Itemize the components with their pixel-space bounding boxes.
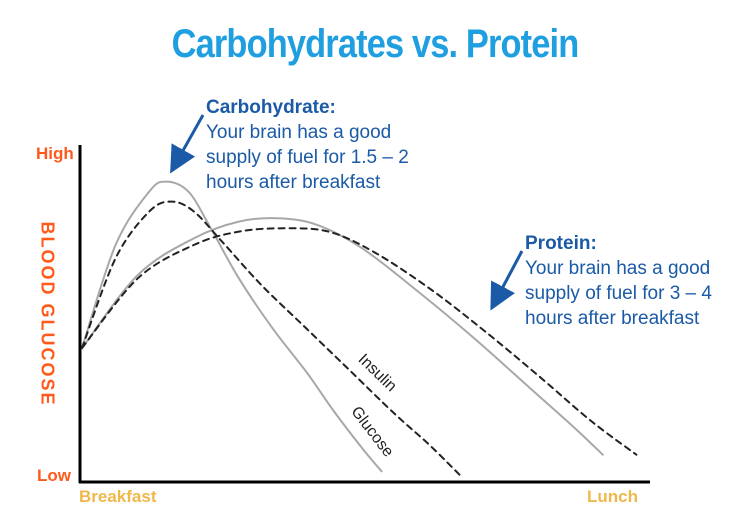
x-tick-start: Breakfast — [79, 487, 157, 506]
series-line-protein-insulin — [81, 227, 638, 456]
series-line-protein-glucose — [81, 217, 604, 456]
curve-label-insulin: Insulin — [355, 351, 400, 395]
curve-label-glucose: Glucose — [347, 403, 396, 460]
carbohydrate-arrow — [170, 114, 205, 174]
carbohydrate-annotation-head: Carbohydrate: — [206, 97, 336, 118]
series-line-carb-insulin — [81, 200, 464, 479]
carbohydrate-annotation: Carbohydrate: Your brain has a good supp… — [206, 95, 446, 195]
protein-annotation: Protein: Your brain has a good supply of… — [525, 231, 745, 331]
protein-arrow — [490, 250, 524, 311]
chart-title: Carbohydrates vs. Protein — [171, 22, 580, 66]
y-tick-high: High — [36, 144, 74, 163]
series-line-carb-glucose — [81, 180, 383, 473]
x-tick-end: Lunch — [587, 487, 638, 506]
protein-annotation-head: Protein: — [525, 233, 597, 254]
y-tick-low: Low — [37, 466, 71, 485]
protein-annotation-body: Your brain has a good supply of fuel for… — [525, 258, 712, 329]
carbohydrate-annotation-body: Your brain has a good supply of fuel for… — [206, 122, 409, 193]
